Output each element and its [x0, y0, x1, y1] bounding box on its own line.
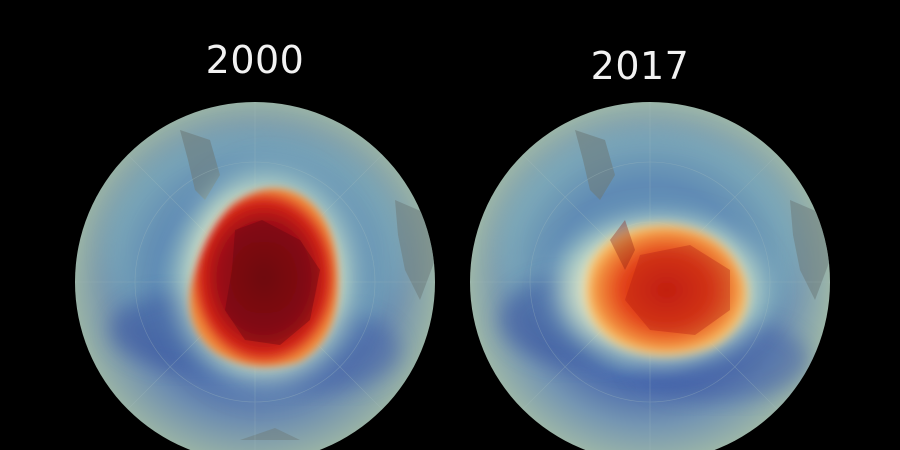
globe-2017: [470, 102, 830, 450]
globe-2000: [75, 102, 435, 450]
year-label-2000: 2000: [205, 38, 305, 82]
map-panel-2000: 2000: [75, 38, 435, 450]
year-label-2017: 2017: [590, 44, 690, 88]
map-panel-2017: 2017: [450, 0, 900, 450]
